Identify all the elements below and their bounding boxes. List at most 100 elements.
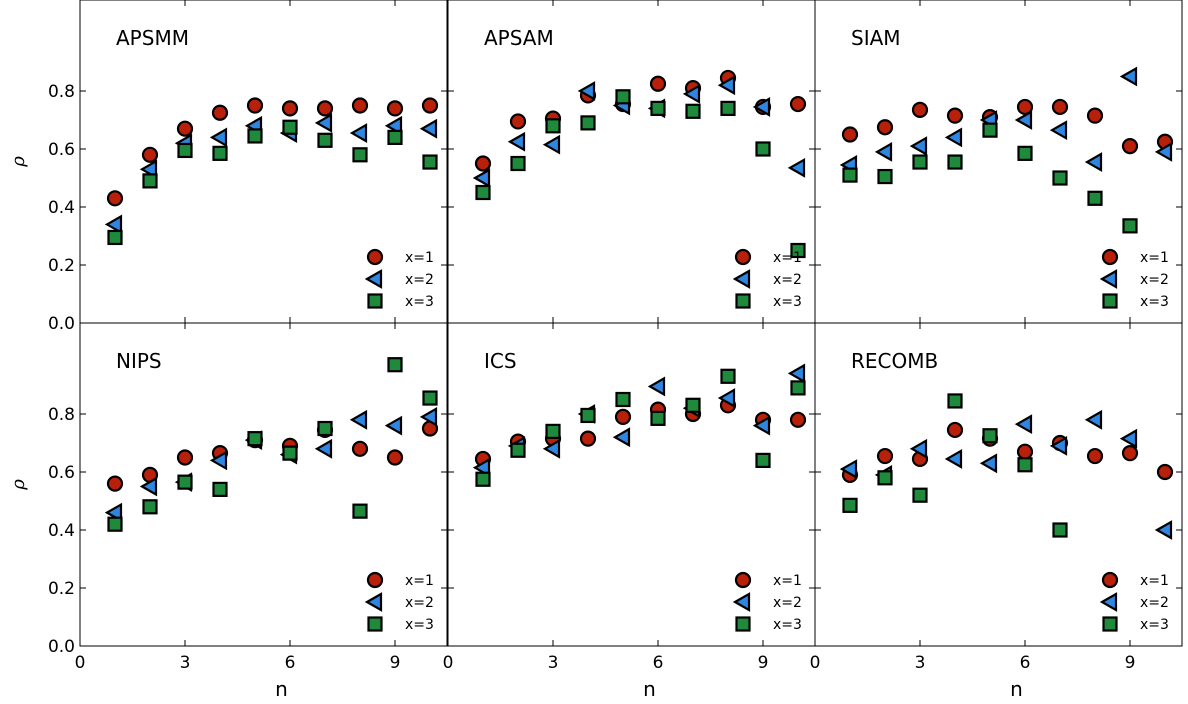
legend-marker (734, 571, 752, 589)
legend-label: x=2 (1140, 272, 1169, 288)
data-point (912, 154, 928, 170)
y-tick-label: 0.4 (48, 521, 75, 541)
data-point (1014, 414, 1033, 435)
y-tick-label: 0.0 (48, 314, 75, 334)
data-point (1121, 445, 1139, 462)
data-point (1084, 409, 1103, 430)
data-point (685, 103, 701, 119)
data-point (650, 100, 666, 117)
data-point (107, 516, 123, 532)
legend-marker (1101, 571, 1119, 589)
data-point (352, 503, 368, 519)
panel-title: APSMM (116, 26, 189, 50)
y-tick-label: 0.4 (48, 198, 75, 218)
data-point (1051, 98, 1069, 116)
data-point (979, 453, 998, 474)
x-axis-label: n (643, 677, 656, 701)
legend-label: x=1 (405, 573, 434, 589)
data-point (1086, 447, 1104, 465)
x-tick-label: 9 (1125, 653, 1136, 673)
legend-label: x=1 (405, 250, 434, 266)
data-point (1086, 107, 1104, 124)
data-point (789, 95, 807, 113)
data-point (351, 440, 369, 457)
legend-marker (735, 616, 751, 632)
data-point (842, 167, 858, 183)
legend-marker (735, 293, 751, 309)
data-point (752, 415, 771, 436)
data-point (142, 499, 158, 515)
legend-marker (734, 248, 752, 266)
x-tick-label: 6 (285, 653, 296, 673)
panel-frame (79, 322, 448, 647)
series-x=3 (107, 119, 438, 246)
data-point (387, 357, 403, 373)
data-point (580, 407, 596, 424)
legend-marker (1101, 248, 1119, 266)
series-x=1 (841, 98, 1174, 155)
data-point (615, 391, 631, 408)
x-axis-label: n (1010, 677, 1023, 701)
legend-marker (732, 269, 751, 289)
y-tick-label: 0.2 (48, 579, 75, 599)
data-point (421, 97, 439, 114)
data-point (1049, 436, 1068, 456)
data-point (475, 184, 491, 201)
data-point (209, 450, 228, 471)
legend-label: x=3 (773, 294, 802, 310)
data-point (317, 420, 333, 437)
data-point (177, 142, 193, 159)
data-point (542, 438, 561, 459)
data-point (1156, 463, 1174, 481)
data-point (107, 229, 123, 246)
data-point (909, 438, 928, 459)
data-point (1016, 443, 1034, 460)
data-point (947, 154, 963, 170)
data-point (281, 100, 299, 117)
data-point (141, 146, 159, 163)
x-tick-label: 3 (548, 653, 559, 673)
data-point (212, 145, 228, 161)
data-point (911, 101, 929, 118)
panel-title: NIPS (116, 349, 162, 373)
data-point (176, 449, 194, 466)
x-tick-label: 6 (1020, 653, 1031, 673)
data-point (1087, 190, 1103, 206)
data-point (1154, 520, 1173, 540)
panel-title: RECOMB (851, 349, 938, 373)
data-point (211, 104, 229, 121)
panel-apsmm: 0.0 0.2 0.4 0.6 0.8 ρ APSMM x=1 x=2 x=3 (8, 0, 448, 334)
data-point (246, 97, 264, 114)
data-point (314, 438, 333, 459)
y-tick-label: 0.0 (48, 637, 75, 657)
data-point (944, 127, 963, 148)
panel-title: APSAM (484, 26, 554, 50)
data-point (720, 368, 736, 384)
data-point (139, 476, 158, 497)
data-point (1014, 110, 1033, 130)
legend-label: x=1 (773, 250, 802, 266)
data-point (842, 497, 858, 513)
data-point (106, 190, 124, 207)
y-axis-label: ρ (8, 156, 29, 168)
legend-label: x=2 (1140, 595, 1169, 611)
legend-marker (367, 293, 383, 309)
data-point (316, 100, 334, 117)
legend-label: x=3 (1140, 294, 1169, 310)
data-point (577, 81, 596, 101)
data-point (790, 380, 806, 396)
data-point (946, 421, 964, 439)
legend-label: x=1 (1140, 573, 1169, 589)
data-point (384, 415, 403, 436)
data-point (877, 470, 893, 486)
panel-title: SIAM (851, 26, 901, 50)
y-tick-label: 0.8 (48, 405, 75, 425)
data-point (349, 409, 368, 430)
data-point (212, 481, 228, 497)
data-point (1119, 66, 1138, 87)
data-point (682, 84, 701, 104)
data-point (787, 363, 806, 384)
data-point (474, 155, 492, 172)
panel-frame (814, 322, 1183, 647)
